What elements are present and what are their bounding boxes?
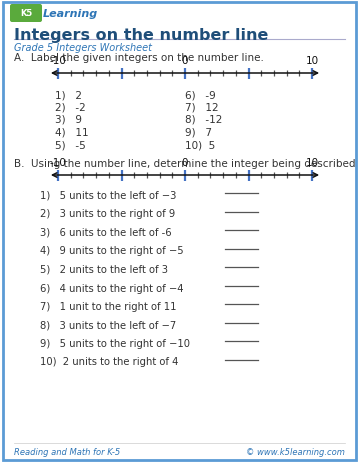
Text: Integers on the number line: Integers on the number line: [14, 28, 269, 43]
Text: -10: -10: [50, 158, 66, 168]
Text: 3)   6 units to the left of -6: 3) 6 units to the left of -6: [40, 227, 172, 238]
FancyBboxPatch shape: [3, 3, 356, 460]
Text: 10)  2 units to the right of 4: 10) 2 units to the right of 4: [40, 357, 178, 367]
Text: K5: K5: [20, 9, 32, 19]
Text: 1)   2: 1) 2: [55, 90, 82, 100]
Text: B.  Using the number line, determine the integer being described below.: B. Using the number line, determine the …: [14, 159, 359, 169]
Text: 10: 10: [306, 158, 318, 168]
Text: 10)  5: 10) 5: [185, 140, 215, 150]
Text: 2)   3 units to the right of 9: 2) 3 units to the right of 9: [40, 209, 175, 219]
FancyBboxPatch shape: [10, 5, 42, 23]
Text: Reading and Math for K-5: Reading and Math for K-5: [14, 447, 120, 456]
Text: 6)   4 units to the right of −4: 6) 4 units to the right of −4: [40, 283, 183, 293]
Text: 5)   -5: 5) -5: [55, 140, 86, 150]
Text: 7)   1 unit to the right of 11: 7) 1 unit to the right of 11: [40, 301, 177, 311]
Text: 0: 0: [182, 158, 188, 168]
Text: 5)   2 units to the left of 3: 5) 2 units to the left of 3: [40, 264, 168, 275]
Text: 8)   -12: 8) -12: [185, 115, 222, 125]
Text: 7)   12: 7) 12: [185, 102, 219, 112]
Text: 9)   7: 9) 7: [185, 127, 212, 137]
Text: © www.k5learning.com: © www.k5learning.com: [246, 447, 345, 456]
Text: 8)   3 units to the left of −7: 8) 3 units to the left of −7: [40, 320, 176, 330]
Text: 0: 0: [182, 56, 188, 66]
Text: 6)   -9: 6) -9: [185, 90, 216, 100]
Text: 4)   11: 4) 11: [55, 127, 89, 137]
Text: A.  Label the given integers on the number line.: A. Label the given integers on the numbe…: [14, 53, 264, 63]
Text: Grade 5 Integers Worksheet: Grade 5 Integers Worksheet: [14, 43, 152, 53]
Text: 1)   5 units to the left of −3: 1) 5 units to the left of −3: [40, 191, 176, 200]
Text: -10: -10: [50, 56, 66, 66]
Text: 4)   9 units to the right of −5: 4) 9 units to the right of −5: [40, 246, 183, 256]
Text: 3)   9: 3) 9: [55, 115, 82, 125]
Text: 9)   5 units to the right of −10: 9) 5 units to the right of −10: [40, 338, 190, 348]
Text: 2)   -2: 2) -2: [55, 102, 86, 112]
Text: Learning: Learning: [43, 9, 98, 19]
Text: 10: 10: [306, 56, 318, 66]
